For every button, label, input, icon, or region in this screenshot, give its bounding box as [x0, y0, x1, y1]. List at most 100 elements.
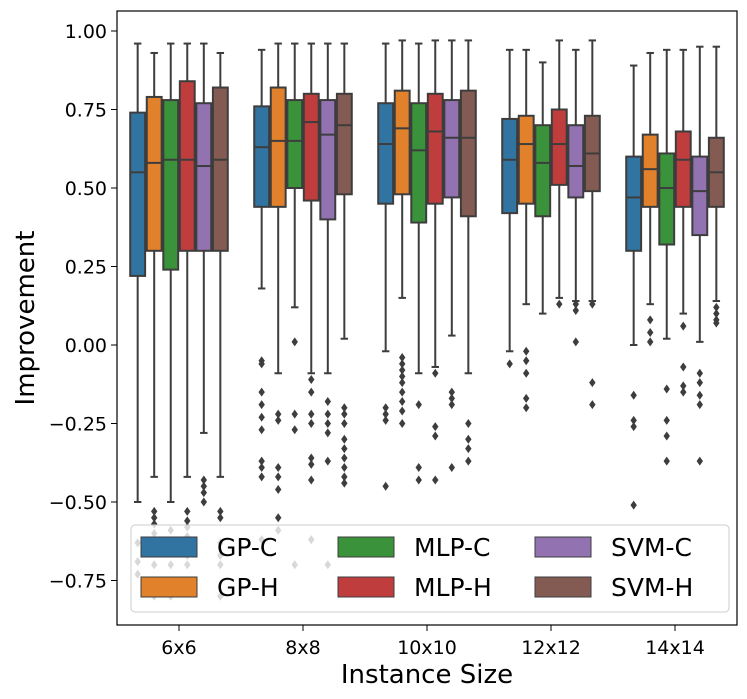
outlier-point-mlp-h [680, 381, 687, 391]
box-gp-c [253, 105, 271, 208]
outlier-point-svm-c [448, 400, 455, 410]
box-svm-h [459, 89, 477, 218]
box-svm-h [335, 92, 353, 196]
outlier-point-gp-c [630, 500, 637, 510]
outlier-point-mlp-c [663, 415, 670, 425]
outlier-point-gp-h [399, 359, 406, 369]
x-tick-label: 14x14 [645, 637, 705, 659]
outlier-point-gp-c [506, 359, 513, 369]
outlier-point-mlp-h [308, 409, 315, 419]
outlier-point-gp-c [258, 400, 265, 410]
box-svm-c [443, 99, 461, 199]
outlier-point-svm-h [713, 302, 720, 312]
outlier-point-mlp-c [663, 384, 670, 394]
outlier-point-svm-h [465, 419, 472, 428]
outlier-point-gp-h [399, 353, 406, 363]
outlier-point-mlp-h [308, 459, 315, 469]
outlier-point-mlp-c [663, 431, 670, 441]
box-svm-c [567, 124, 585, 199]
outlier-point-svm-h [341, 434, 348, 444]
outlier-point-mlp-h [432, 475, 439, 485]
box-groups [129, 39, 725, 601]
legend-swatch-gp-h [140, 576, 198, 598]
outlier-point-svm-h [589, 378, 596, 388]
outlier-point-svm-c [200, 488, 207, 498]
outlier-point-gp-h [523, 393, 530, 403]
outlier-point-mlp-h [432, 368, 439, 378]
outlier-point-gp-h [399, 406, 406, 416]
x-axis: 6x6 8x8 10x10 12x12 14x14 [161, 625, 705, 659]
outlier-point-gp-h [399, 419, 406, 428]
legend-swatch-svm-c [534, 536, 592, 558]
box-svm-c [319, 99, 337, 221]
box-svm-c [691, 155, 709, 237]
outlier-point-gp-h [647, 315, 654, 325]
box-gp-c [501, 117, 519, 215]
box-group-12x12 [501, 39, 601, 413]
legend-swatch-gp-c [140, 536, 198, 558]
outlier-point-gp-c [258, 472, 265, 482]
box-gp-h [393, 89, 411, 196]
box-gp-h [269, 86, 287, 208]
outlier-point-gp-h [151, 506, 158, 516]
box-group-14x14 [625, 45, 725, 510]
outlier-point-svm-c [448, 462, 455, 472]
outlier-point-svm-c [572, 305, 579, 315]
legend-swatch-mlp-c [337, 536, 395, 558]
x-tick-label: 6x6 [161, 637, 196, 659]
outlier-point-svm-h [589, 299, 596, 309]
outlier-point-mlp-h [680, 387, 687, 397]
outlier-point-mlp-h [308, 387, 315, 397]
outlier-point-gp-c [258, 359, 265, 369]
outlier-point-svm-h [465, 434, 472, 444]
outlier-point-svm-c [572, 299, 579, 309]
box-gp-h [517, 114, 535, 205]
y-tick-label: −0.25 [49, 414, 107, 436]
outlier-point-svm-c [324, 397, 331, 407]
outlier-point-mlp-c [415, 475, 422, 485]
x-axis-label: Instance Size [341, 660, 513, 690]
outlier-point-mlp-h [556, 299, 563, 309]
outlier-point-mlp-h [680, 362, 687, 372]
outlier-point-svm-c [200, 481, 207, 491]
outlier-point-mlp-h [432, 431, 439, 441]
box-mlp-h [178, 80, 196, 252]
outlier-point-svm-h [341, 472, 348, 482]
box-group-8x8 [253, 42, 353, 570]
outlier-point-mlp-c [291, 337, 298, 347]
outlier-point-svm-h [341, 419, 348, 428]
outlier-point-mlp-h [184, 506, 191, 516]
outlier-point-svm-h [465, 444, 472, 454]
box-mlp-c [410, 102, 428, 224]
outlier-point-gp-c [382, 409, 389, 419]
outlier-point-mlp-h [308, 453, 315, 463]
outlier-point-svm-h [217, 513, 224, 523]
outlier-point-svm-c [696, 456, 703, 466]
outlier-point-gp-h [275, 472, 282, 482]
box-mlp-h [302, 92, 320, 202]
outlier-point-svm-h [465, 456, 472, 466]
outlier-point-mlp-c [415, 462, 422, 472]
outlier-point-gp-c [258, 425, 265, 435]
outlier-point-svm-c [696, 368, 703, 378]
box-gp-c [129, 111, 147, 277]
outlier-point-svm-h [589, 400, 596, 410]
legend-label-mlp-h: MLP-H [414, 573, 492, 602]
outlier-point-gp-h [647, 327, 654, 337]
outlier-point-gp-c [630, 415, 637, 425]
outlier-point-gp-h [399, 371, 406, 381]
outlier-point-gp-h [523, 403, 530, 413]
box-gp-h [145, 95, 163, 252]
box-gp-c [377, 102, 395, 205]
outlier-point-gp-h [523, 346, 530, 356]
outlier-point-gp-h [151, 513, 158, 523]
outlier-point-mlp-h [308, 375, 315, 385]
outlier-point-mlp-h [308, 475, 315, 485]
outlier-point-svm-c [448, 387, 455, 397]
outlier-point-svm-c [572, 337, 579, 347]
outlier-point-svm-c [324, 428, 331, 438]
x-tick-label: 12x12 [521, 637, 581, 659]
legend-swatch-svm-h [534, 576, 592, 598]
box-svm-c [195, 102, 213, 252]
outlier-point-gp-c [258, 462, 265, 472]
